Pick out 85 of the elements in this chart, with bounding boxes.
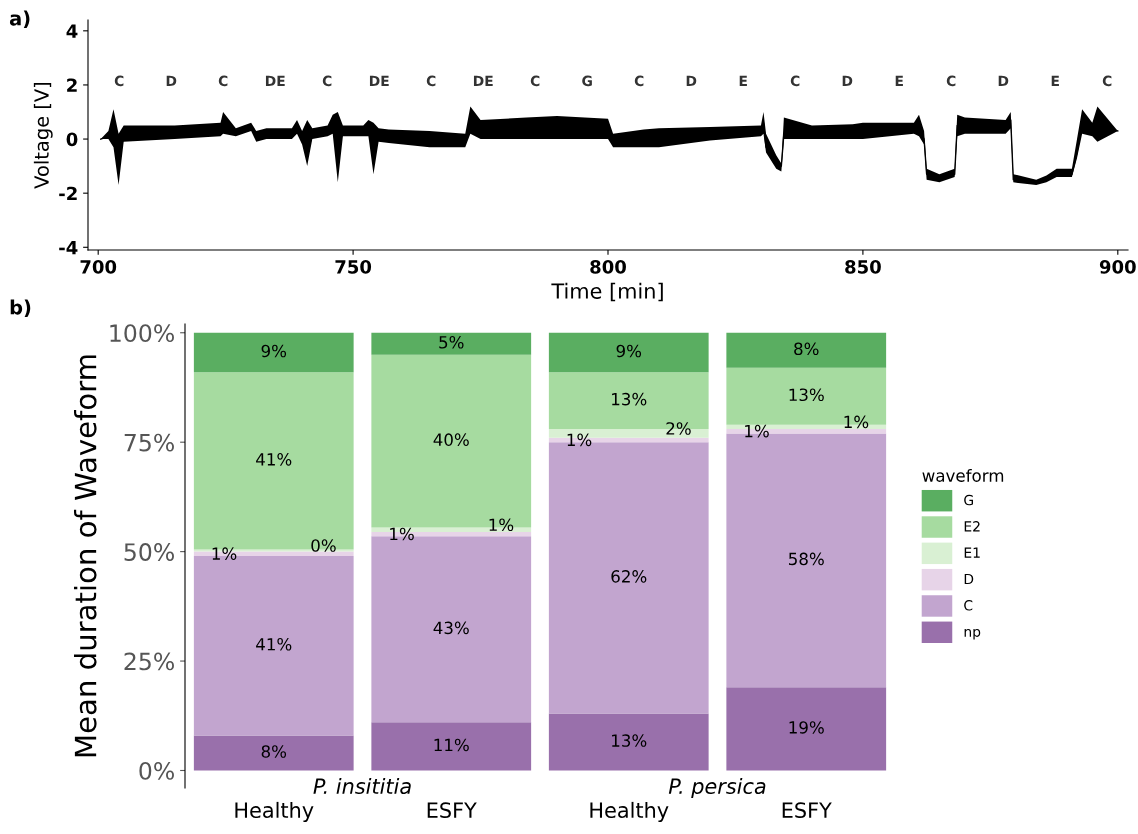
annotation: C <box>322 75 332 87</box>
bar <box>193 332 354 373</box>
bar <box>726 332 887 368</box>
data-label: 58% <box>789 552 824 566</box>
y-tick-label: 0 <box>66 132 78 147</box>
legend-label: D <box>964 573 974 585</box>
x-tick-label: 700 <box>80 260 117 274</box>
y-axis-title: Mean duration of Waveform <box>73 355 97 757</box>
bar <box>726 687 887 771</box>
data-label: 43% <box>433 621 469 635</box>
data-label: 5% <box>439 335 464 349</box>
data-label: 41% <box>256 453 292 466</box>
legend-label: G <box>964 494 973 506</box>
bar <box>548 332 709 373</box>
annotation: D <box>842 75 853 86</box>
text: b) <box>10 299 31 317</box>
y-tick-label: 25% <box>124 652 174 671</box>
x-tick-label: 800 <box>590 260 626 274</box>
bar <box>371 722 532 771</box>
data-label: 13% <box>789 388 824 402</box>
x-tick-label: 900 <box>1099 260 1136 274</box>
x-axis-title: Time [min] <box>551 282 663 302</box>
data-label: 9% <box>261 344 287 358</box>
annotation: C <box>790 75 800 87</box>
y-tick-label: 50% <box>124 543 174 561</box>
annotation: G <box>582 75 592 87</box>
annotation: P. persica <box>668 777 766 799</box>
x-tick-label: 850 <box>845 260 881 274</box>
data-label: 40% <box>433 433 469 446</box>
bar <box>548 713 709 771</box>
data-label: 9% <box>616 344 642 358</box>
x-tick-label: Healthy <box>235 801 314 823</box>
legend-title: waveform <box>922 468 1004 482</box>
annotation: P. insititia <box>313 777 411 795</box>
data-label: 13% <box>612 392 647 406</box>
data-label: 8% <box>261 745 287 758</box>
annotation: C <box>946 75 956 87</box>
data-label: 1% <box>844 415 869 429</box>
legend-label: np <box>964 628 981 640</box>
y-tick-label: -2 <box>59 186 77 201</box>
y-tick-label: 4 <box>66 24 78 38</box>
data-label: 2% <box>666 422 691 435</box>
annotation: DE <box>369 75 389 86</box>
y-tick-label: 100% <box>110 324 174 343</box>
annotation: DE <box>265 75 285 86</box>
legend-label: E1 <box>964 547 980 558</box>
y-axis-title: Voltage [V] <box>33 82 53 189</box>
bar <box>193 735 354 771</box>
annotation: E <box>1051 75 1059 86</box>
text: a) <box>9 10 30 28</box>
x-tick-label: Healthy <box>590 801 669 823</box>
annotation: DE <box>473 75 493 86</box>
y-tick-label: -4 <box>59 240 78 255</box>
data-label: 62% <box>611 570 647 583</box>
annotation: C <box>1102 75 1112 87</box>
data-label: 41% <box>256 637 292 651</box>
y-tick-label: 2 <box>67 78 77 92</box>
annotation: E <box>895 75 903 86</box>
data-label: 1% <box>212 547 237 560</box>
legend-label: C <box>964 600 973 611</box>
data-label: 19% <box>789 721 824 734</box>
annotation: E <box>739 75 747 86</box>
legend-label: E2 <box>964 521 980 532</box>
annotation: D <box>166 75 177 86</box>
annotation: C <box>114 75 124 87</box>
annotation: C <box>634 75 644 87</box>
annotation: D <box>686 75 697 86</box>
annotation: C <box>426 75 436 87</box>
annotation: C <box>530 75 540 87</box>
data-label: 0% <box>311 539 336 552</box>
data-label: 13% <box>612 734 647 747</box>
data-label: 1% <box>489 518 514 532</box>
data-label: 11% <box>434 738 469 752</box>
data-label: 1% <box>390 527 414 541</box>
data-label: 8% <box>794 342 819 356</box>
annotation: D <box>998 75 1009 86</box>
x-tick-label: ESFY <box>782 802 832 819</box>
x-tick-label: ESFY <box>427 802 477 819</box>
y-tick-label: 75% <box>124 433 174 452</box>
data-label: 1% <box>567 433 592 447</box>
y-tick-label: 0% <box>139 761 174 780</box>
annotation: C <box>218 75 228 87</box>
data-label: 1% <box>745 424 769 438</box>
x-tick-label: 750 <box>335 260 372 274</box>
bar <box>371 332 532 355</box>
